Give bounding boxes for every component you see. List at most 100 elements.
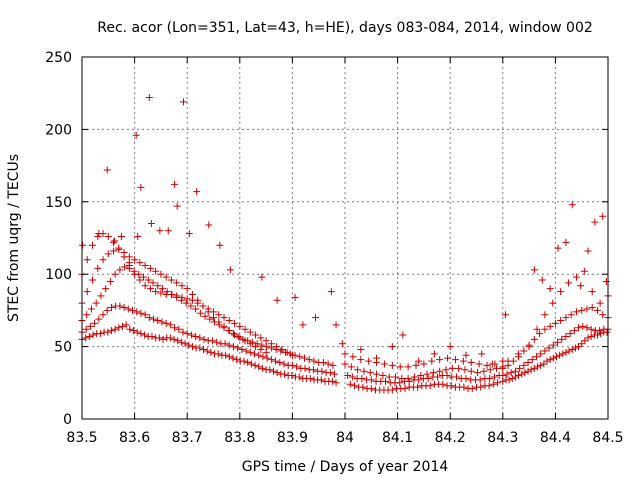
data-point (178, 293, 186, 301)
x-tick-label: 84.2 (435, 430, 466, 446)
data-point (122, 321, 130, 329)
data-point (359, 383, 367, 391)
data-point (173, 292, 181, 300)
data-point (146, 285, 154, 293)
data-point (404, 363, 412, 371)
data-point (263, 354, 271, 362)
data-point (541, 347, 549, 355)
data-point (159, 335, 167, 343)
data-point (429, 369, 437, 377)
data-point (301, 364, 309, 372)
data-point (259, 353, 267, 361)
data-point (132, 131, 140, 139)
data-point (485, 382, 493, 390)
data-point (562, 314, 570, 322)
data-point (141, 282, 149, 290)
data-point (106, 277, 114, 285)
data-point (329, 361, 337, 369)
data-point (499, 364, 507, 372)
data-point (136, 259, 144, 267)
data-point (187, 331, 195, 339)
data-point (240, 357, 248, 365)
data-point (515, 372, 523, 380)
data-point (385, 373, 393, 381)
data-point (266, 366, 274, 374)
data-point (128, 306, 136, 314)
data-point (436, 356, 444, 364)
data-point (89, 276, 97, 284)
data-point (174, 337, 182, 345)
data-point (467, 367, 475, 375)
data-point (102, 285, 110, 293)
data-point (171, 324, 179, 332)
data-point (581, 337, 589, 345)
data-point (428, 357, 436, 365)
data-point (210, 308, 217, 316)
data-point (587, 332, 595, 340)
data-point (221, 340, 229, 348)
data-point (436, 367, 444, 375)
data-point (87, 305, 95, 313)
data-point (338, 340, 346, 348)
data-point (349, 353, 357, 361)
data-point (461, 366, 469, 374)
data-point (94, 264, 102, 272)
data-point (541, 325, 549, 333)
data-point (137, 183, 145, 191)
data-point (451, 356, 459, 364)
y-axis-label: STEC from uqrg / TECUs (6, 154, 22, 322)
data-point (199, 302, 207, 310)
data-point (192, 332, 200, 340)
data-point (494, 379, 502, 387)
data-point (288, 372, 296, 380)
data-point (156, 227, 164, 235)
data-point (192, 305, 200, 313)
data-point (167, 290, 175, 298)
data-point (137, 330, 145, 338)
data-point (229, 354, 237, 362)
data-point (258, 273, 266, 281)
data-point (276, 359, 284, 367)
data-point (83, 288, 91, 296)
data-point (405, 377, 413, 385)
x-tick-label: 83.8 (224, 430, 255, 446)
data-point (233, 356, 241, 364)
data-point (194, 299, 202, 307)
data-point (131, 270, 139, 278)
x-tick-label: 83.6 (119, 430, 150, 446)
data-point (300, 354, 308, 362)
data-point (382, 377, 390, 385)
data-point (258, 341, 266, 349)
data-point (528, 356, 536, 364)
data-point (367, 385, 375, 393)
data-point (146, 264, 154, 272)
data-point (533, 325, 541, 333)
data-point (317, 376, 325, 384)
data-point (231, 319, 239, 327)
data-point (166, 334, 174, 342)
data-point (330, 370, 338, 378)
data-point (401, 385, 409, 393)
data-point (474, 369, 482, 377)
data-point (171, 180, 179, 188)
data-point (257, 345, 265, 353)
data-point (229, 343, 237, 351)
data-point (255, 363, 263, 371)
data-point (242, 347, 250, 355)
data-point (527, 366, 535, 374)
data-point (182, 299, 190, 307)
data-point (95, 230, 103, 238)
data-point (179, 328, 187, 336)
axis-ticks (81, 56, 609, 420)
data-point (158, 318, 166, 326)
data-point (524, 367, 532, 375)
data-point (269, 367, 277, 375)
data-point (183, 295, 191, 303)
x-tick-label: 84.4 (540, 430, 571, 446)
data-point (207, 348, 215, 356)
data-point (546, 285, 554, 293)
data-point (396, 363, 404, 371)
data-point (288, 361, 296, 369)
data-point (110, 247, 118, 255)
data-point (578, 340, 586, 348)
